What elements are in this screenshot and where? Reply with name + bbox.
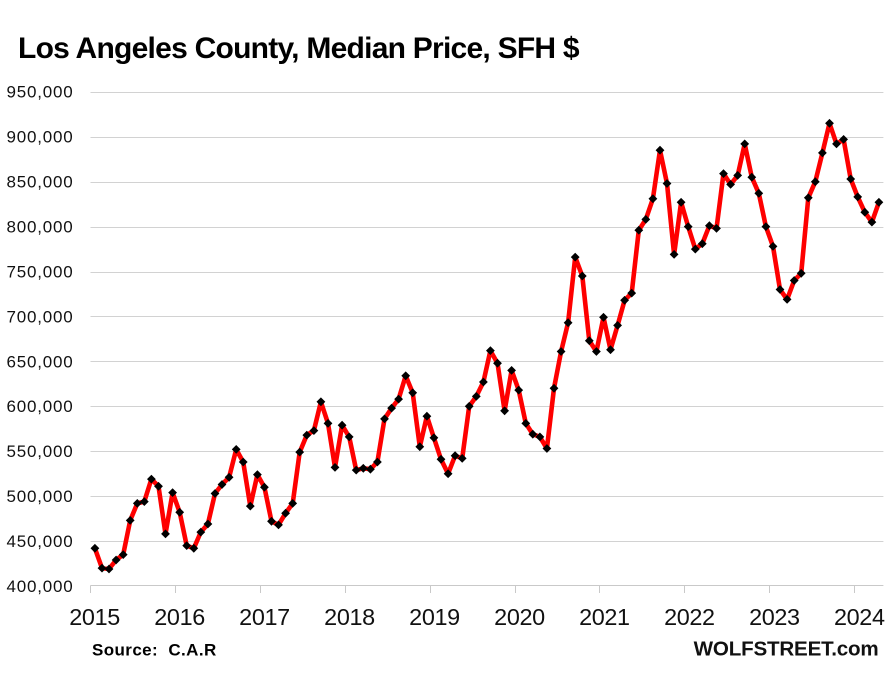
- svg-text:2022: 2022: [664, 604, 715, 630]
- svg-text:550,000: 550,000: [6, 442, 73, 461]
- svg-text:2024: 2024: [834, 604, 885, 630]
- svg-text:2015: 2015: [69, 604, 120, 630]
- svg-text:450,000: 450,000: [6, 532, 73, 551]
- svg-text:700,000: 700,000: [6, 307, 73, 326]
- svg-text:850,000: 850,000: [6, 173, 73, 192]
- svg-text:650,000: 650,000: [6, 352, 73, 371]
- svg-text:WOLFSTREET.com: WOLFSTREET.com: [694, 638, 879, 661]
- svg-text:2020: 2020: [494, 604, 545, 630]
- svg-text:900,000: 900,000: [6, 128, 73, 147]
- svg-text:2016: 2016: [154, 604, 205, 630]
- svg-text:750,000: 750,000: [6, 262, 73, 281]
- svg-text:800,000: 800,000: [6, 218, 73, 237]
- svg-text:2021: 2021: [579, 604, 630, 630]
- svg-text:600,000: 600,000: [6, 397, 73, 416]
- svg-text:2017: 2017: [239, 604, 290, 630]
- svg-text:Source: C.A.R: Source: C.A.R: [92, 640, 217, 659]
- svg-text:400,000: 400,000: [6, 577, 73, 596]
- svg-text:500,000: 500,000: [6, 487, 73, 506]
- svg-text:2023: 2023: [749, 604, 800, 630]
- svg-text:950,000: 950,000: [6, 83, 73, 102]
- svg-text:Los Angeles County, Median Pri: Los Angeles County, Median Price, SFH $: [18, 32, 580, 65]
- svg-text:2019: 2019: [409, 604, 460, 630]
- svg-text:2018: 2018: [324, 604, 375, 630]
